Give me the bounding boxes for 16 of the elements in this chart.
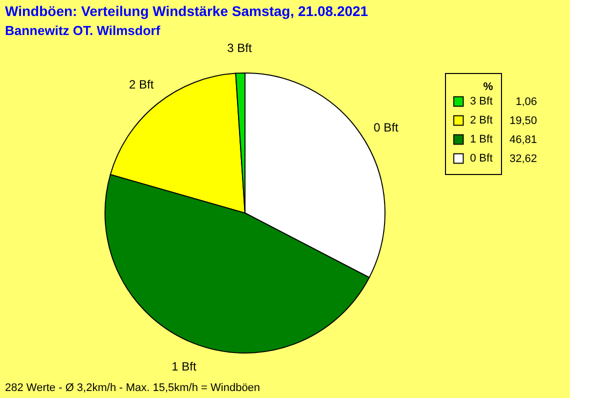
legend-label: 3 Bft bbox=[470, 96, 493, 108]
slice-label: 3 Bft bbox=[227, 41, 253, 56]
legend-label: 2 Bft bbox=[470, 114, 493, 126]
slice-label: 2 Bft bbox=[129, 78, 154, 92]
data-label: 19,50 bbox=[509, 115, 537, 127]
data-label: 32,62 bbox=[509, 153, 537, 165]
legend-label: 0 Bft bbox=[470, 152, 493, 164]
data-label: 1,06 bbox=[516, 96, 537, 108]
data-label: 46,81 bbox=[509, 134, 537, 146]
legend-label: 1 Bft bbox=[470, 134, 493, 146]
slice-label: 0 Bft bbox=[374, 120, 400, 134]
chart-subtitle: Bannewitz OT. Wilmsdorf bbox=[5, 23, 161, 38]
legend-title: % bbox=[483, 81, 494, 93]
text: 282 Werte - Ø 3,2km/h - Max. 15,5km/h = Windböen bbox=[5, 382, 260, 394]
chart-title: Windböen: Verteilung Windstärke Samstag, 21.08.2021 bbox=[5, 3, 368, 20]
slice-label: 1 Bft bbox=[172, 359, 197, 374]
